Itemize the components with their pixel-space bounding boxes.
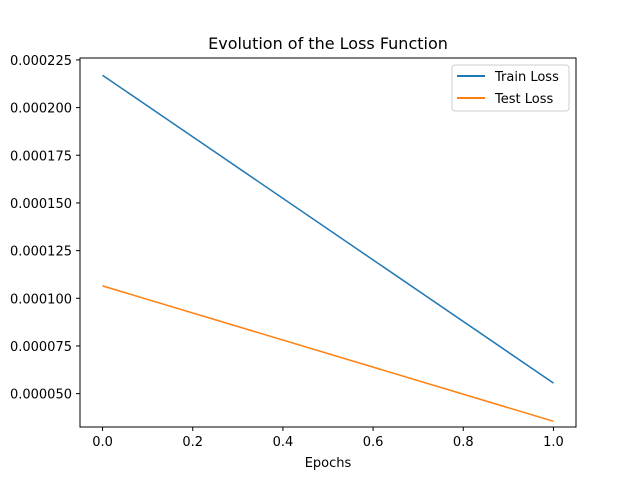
y-tick-label: 0.000200: [10, 102, 72, 117]
x-tick-label: 0.2: [182, 435, 203, 450]
x-tick-label: 0.8: [453, 435, 474, 450]
y-tick-label: 0.000175: [10, 149, 72, 164]
legend-test-label: Test Loss: [494, 92, 553, 107]
x-tick-label: 0.0: [92, 435, 113, 450]
chart-title: Evolution of the Loss Function: [208, 34, 448, 53]
legend: Train Loss Test Loss: [451, 64, 570, 112]
legend-train-label: Train Loss: [494, 70, 559, 85]
series-line-train-loss: [102, 74, 554, 384]
y-axis: 0.000050 0.000075 0.000100 0.000125 0.000150…: [10, 54, 80, 403]
x-tick-label: 0.6: [363, 435, 384, 450]
y-tick-label: 0.000050: [10, 388, 72, 403]
x-axis-label: Epochs: [305, 456, 352, 471]
axes-frame: [79, 57, 577, 428]
plot-area: [102, 74, 554, 423]
series-line-test-loss: [102, 285, 554, 423]
y-tick-label: 0.000225: [10, 54, 72, 69]
x-tick-label: 1.0: [543, 435, 564, 450]
y-tick-label: 0.000150: [10, 197, 72, 212]
x-axis: 0.0 0.2 0.4 0.6 0.8 1.0: [92, 427, 564, 450]
y-tick-label: 0.000100: [10, 292, 72, 307]
y-tick-label: 0.000125: [10, 245, 72, 260]
y-tick-label: 0.000075: [10, 340, 72, 355]
x-tick-label: 0.4: [273, 435, 294, 450]
